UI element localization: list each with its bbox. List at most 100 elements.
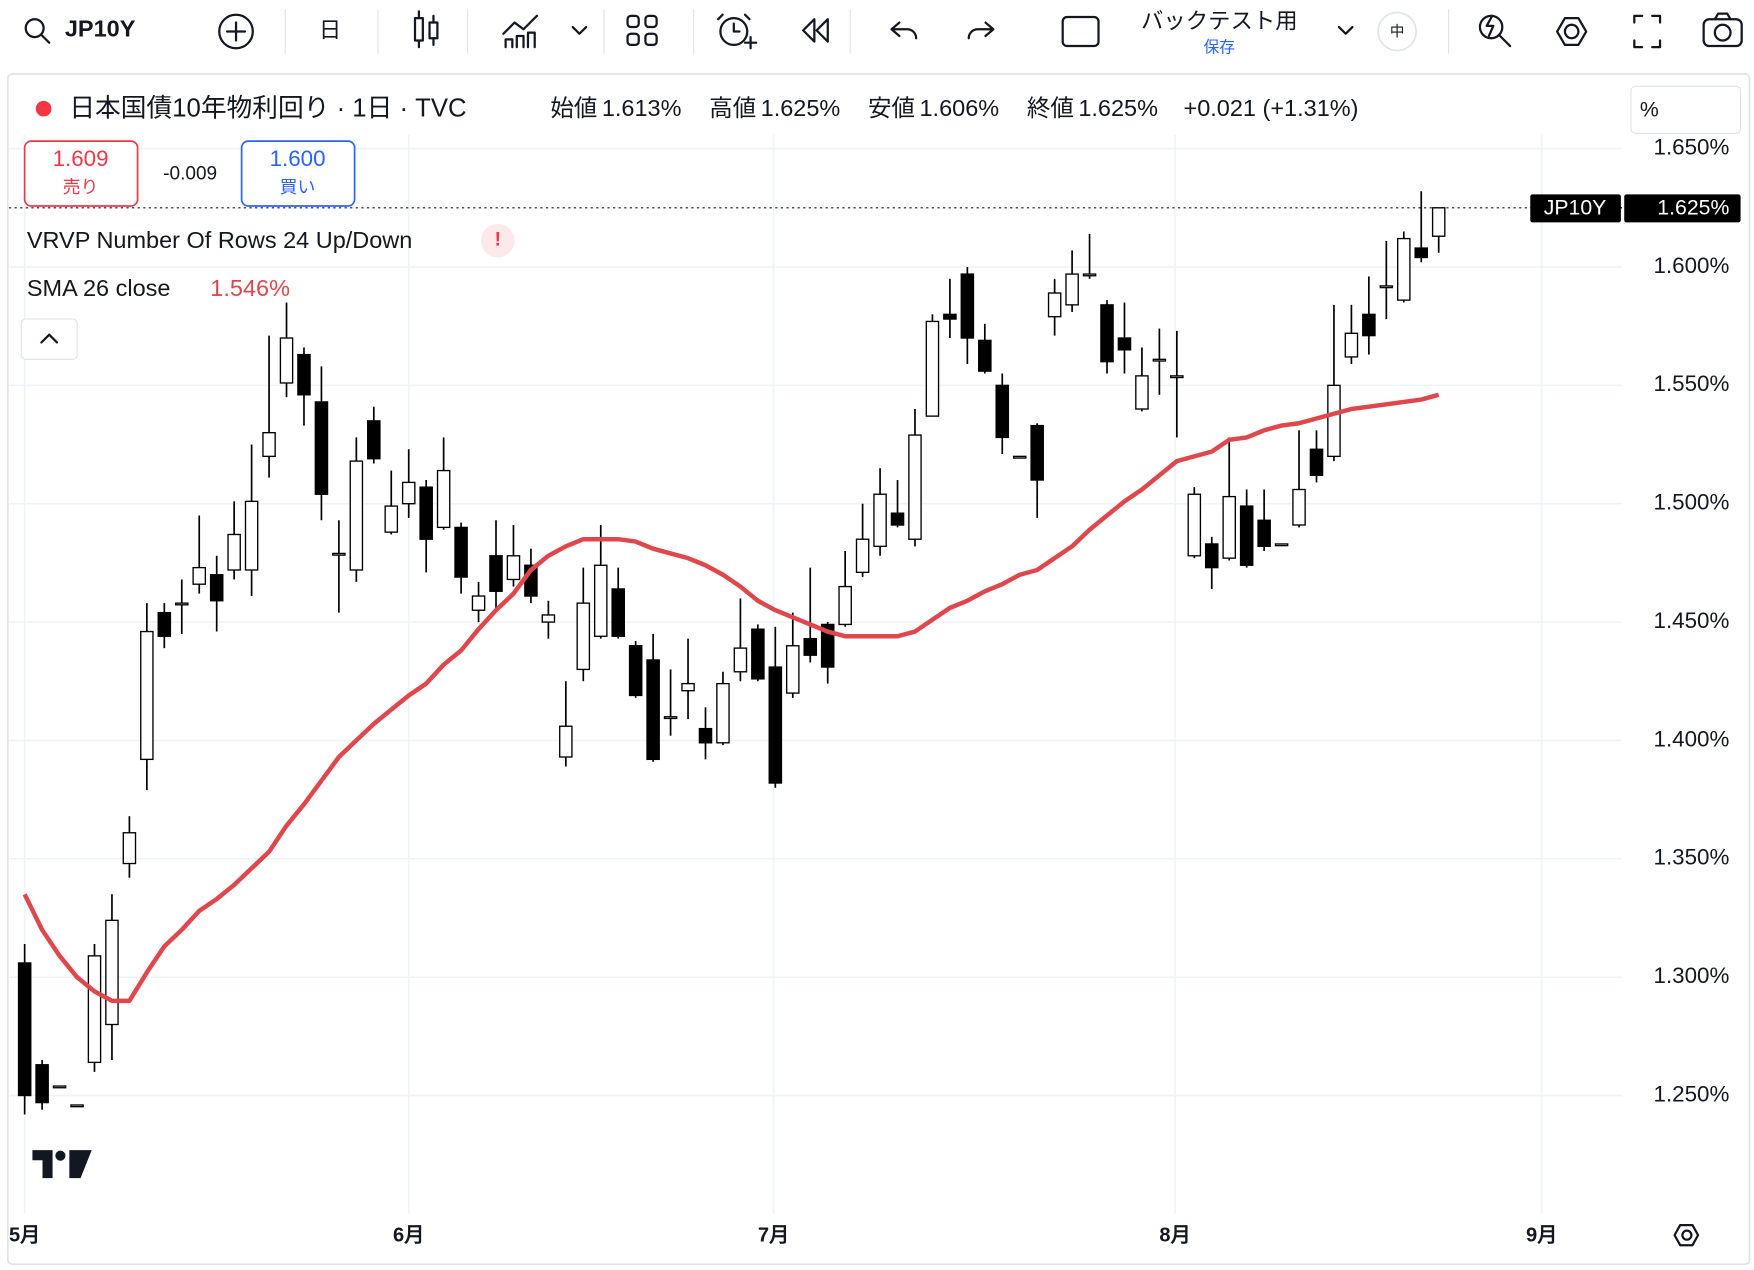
layout[interactable]	[626, 14, 658, 47]
y-tick-label: 1.600%	[1654, 253, 1730, 278]
axis-settings[interactable]	[1673, 1223, 1700, 1247]
sell-price[interactable]: 1.609	[53, 146, 109, 171]
ohlc-label: 終値	[1027, 95, 1074, 121]
redo[interactable]	[967, 21, 995, 40]
candle-body	[506, 555, 521, 581]
replay[interactable]	[802, 18, 829, 43]
screenshot[interactable]	[1702, 12, 1743, 48]
search-icon[interactable]	[24, 18, 45, 39]
candle-body	[559, 725, 573, 758]
candle-body	[611, 588, 625, 637]
candle-body	[1239, 505, 1254, 566]
legend: 日本国債10年物利回り · 1日 · TVC 始値 1.613% 高値 1.625% 安…	[35, 85, 1742, 134]
layout-name[interactable]: バックテスト用	[1141, 8, 1298, 33]
candle-body	[332, 552, 346, 556]
ohlc-label: 安値	[868, 95, 915, 121]
candle-body	[995, 384, 1010, 439]
candle-body	[733, 647, 748, 673]
warning-badge[interactable]	[481, 223, 515, 258]
candle-body	[17, 962, 32, 1097]
settings[interactable]	[1556, 16, 1588, 47]
candle-body	[262, 432, 276, 458]
fullscreen[interactable]	[1633, 14, 1662, 49]
candle-body	[1082, 273, 1097, 277]
ohlc-label: 高値	[709, 95, 756, 121]
collapse-button[interactable]	[20, 318, 78, 360]
candle-body	[716, 682, 730, 744]
alert[interactable]	[717, 13, 758, 50]
y-tick-label: 1.300%	[1654, 963, 1730, 988]
quick-search[interactable]	[1478, 14, 1512, 48]
candle-body	[1397, 237, 1411, 301]
logo-part	[69, 1150, 92, 1179]
candle-body	[35, 1064, 49, 1104]
candle-body	[140, 630, 154, 761]
candle-body	[663, 716, 678, 720]
candle-body	[1327, 384, 1341, 458]
scale-mode-box[interactable]	[1630, 85, 1742, 134]
x-tick-label: 6月	[393, 1225, 424, 1247]
ohlc-value: 1.606%	[920, 95, 1000, 121]
sma-line	[22, 392, 1440, 1004]
y-tick-label: 1.250%	[1654, 1081, 1730, 1106]
indicators[interactable]	[502, 14, 539, 49]
candle-body	[1187, 493, 1202, 557]
sell-label[interactable]: 売り	[63, 177, 99, 197]
warning[interactable]: !	[495, 230, 501, 251]
change: +0.021 (+1.31%)	[1184, 95, 1359, 121]
symbol[interactable]: JP10Y	[65, 16, 136, 42]
buy-label[interactable]: 買い	[280, 177, 316, 197]
indicators-menu[interactable]	[571, 25, 588, 35]
candle-body	[681, 682, 695, 692]
candle-body	[1030, 424, 1044, 481]
y-tick-label: 1.550%	[1654, 371, 1730, 396]
layout-menu[interactable]	[1337, 25, 1354, 35]
indicator-name[interactable]: SMA 26 close	[27, 275, 171, 301]
candle-body	[768, 666, 783, 784]
candle-body	[820, 623, 835, 668]
candle-body	[401, 481, 416, 505]
candle-body	[1292, 488, 1306, 526]
candle-body	[70, 1104, 84, 1108]
spread: -0.009	[163, 164, 217, 185]
save-button[interactable]: 保存	[1204, 38, 1235, 56]
candle-body	[960, 273, 975, 339]
candle-body	[925, 320, 940, 417]
ohlc-label: 始値	[550, 95, 597, 121]
axes: 1.250% 1.300% 1.350% 1.400% 1.450% 1.500% 1.55…	[9, 135, 1741, 1247]
candle-body	[943, 313, 957, 320]
buy-price[interactable]: 1.600	[270, 146, 326, 171]
indicator-name[interactable]: VRVP Number Of Rows 24 Up/Down	[27, 227, 412, 253]
layout-icon[interactable]	[1061, 15, 1100, 48]
candle-body	[1379, 285, 1394, 289]
interval[interactable]: 日	[319, 17, 341, 42]
y-tick-label: 1.500%	[1654, 490, 1730, 515]
candle-body	[314, 401, 329, 495]
candle-body	[628, 645, 643, 697]
buy-button[interactable]	[240, 140, 356, 207]
candle-body	[244, 500, 259, 571]
undo[interactable]	[890, 21, 918, 40]
candle-body	[297, 353, 311, 396]
candle-body	[52, 1085, 67, 1089]
search-icon	[40, 33, 51, 44]
candle-body	[419, 486, 433, 540]
candle-body	[489, 555, 503, 592]
language-button[interactable]	[1377, 11, 1418, 52]
price-symbol: JP10Y	[1544, 196, 1607, 220]
candle-body	[157, 611, 172, 637]
add-symbol[interactable]	[218, 13, 254, 50]
chart-type[interactable]	[413, 10, 439, 49]
scale-mode[interactable]: %	[1640, 98, 1659, 122]
candle-body	[786, 645, 800, 694]
ohlc-value: 1.613%	[602, 95, 682, 121]
candle-body	[1414, 247, 1429, 259]
candle-body	[1309, 448, 1324, 476]
y-tick-label: 1.350%	[1654, 845, 1730, 870]
language[interactable]: 中	[1390, 23, 1405, 40]
candle-body	[471, 595, 486, 611]
sell-button[interactable]	[23, 140, 139, 207]
candle-body	[1344, 332, 1359, 358]
